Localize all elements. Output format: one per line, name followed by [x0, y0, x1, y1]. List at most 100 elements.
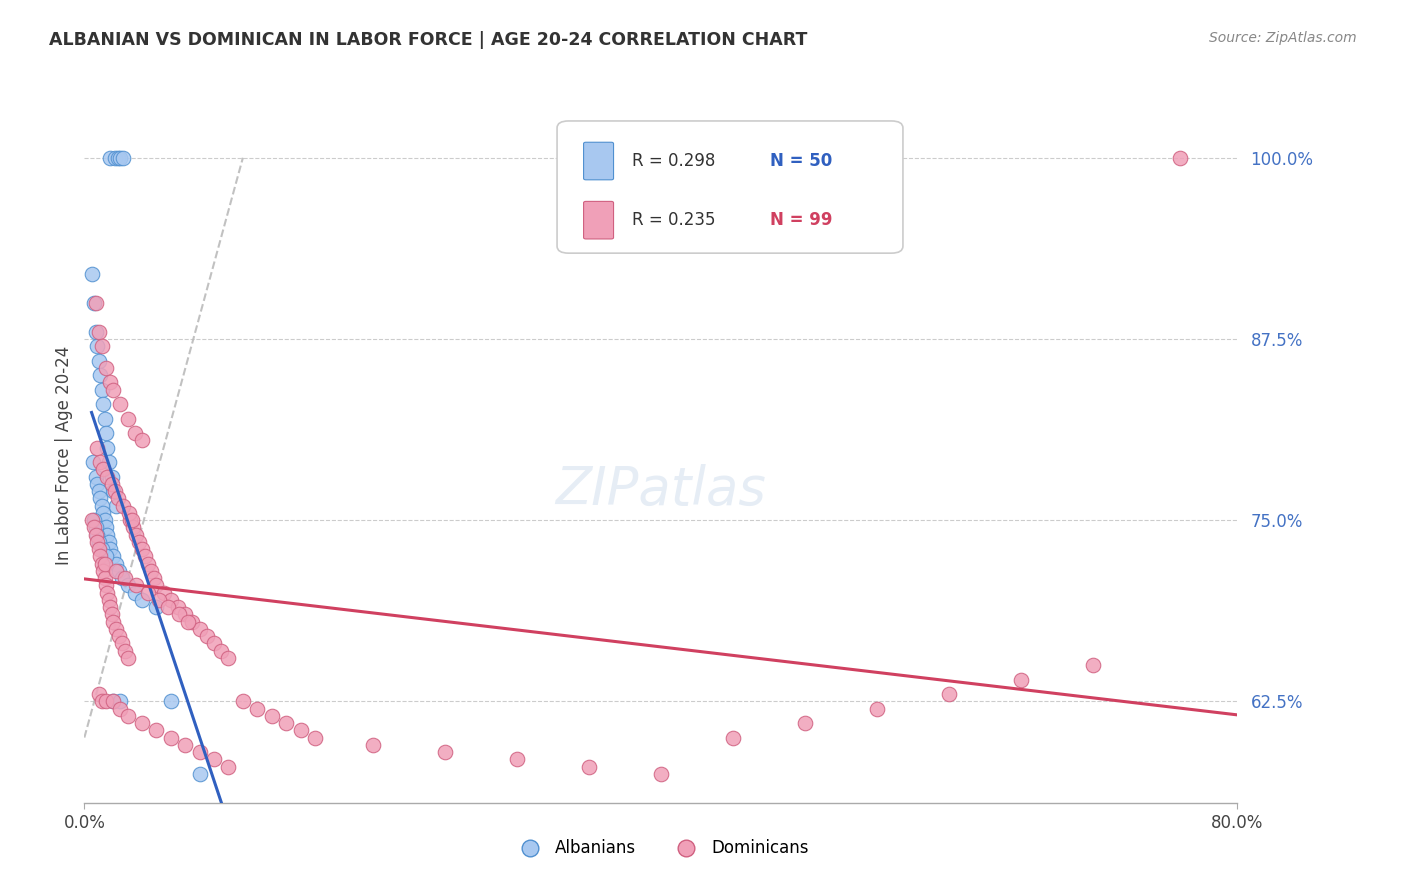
Point: [107, 491, 129, 506]
Point: [94, 694, 117, 708]
Point: [84, 520, 107, 534]
Point: [117, 411, 139, 425]
Point: [218, 759, 240, 773]
Point: [1168, 151, 1191, 165]
Point: [290, 723, 312, 738]
Point: [260, 708, 283, 723]
Point: [91, 397, 114, 411]
Point: [89, 549, 111, 564]
Point: [98, 151, 121, 165]
Point: [87, 353, 110, 368]
Point: [108, 564, 131, 578]
Point: [174, 738, 197, 752]
Point: [139, 564, 162, 578]
Point: [128, 535, 150, 549]
Point: [112, 499, 135, 513]
Point: [96, 585, 118, 599]
Point: [90, 339, 112, 353]
Point: [117, 708, 139, 723]
Point: [1083, 658, 1105, 673]
Text: R = 0.235: R = 0.235: [633, 211, 716, 229]
Point: [506, 752, 529, 766]
Point: [110, 694, 132, 708]
Point: [87, 535, 110, 549]
Point: [86, 339, 108, 353]
Point: [103, 383, 124, 397]
Point: [136, 557, 159, 571]
Text: R = 0.298: R = 0.298: [633, 152, 716, 170]
Point: [90, 383, 112, 397]
Point: [86, 441, 108, 455]
Point: [83, 295, 105, 310]
Text: Source: ZipAtlas.com: Source: ZipAtlas.com: [1209, 31, 1357, 45]
Point: [209, 643, 232, 657]
FancyBboxPatch shape: [583, 142, 613, 180]
Point: [84, 325, 107, 339]
Point: [433, 745, 456, 759]
Point: [111, 636, 134, 650]
Point: [87, 325, 110, 339]
Point: [794, 716, 817, 731]
Point: [202, 636, 225, 650]
Point: [361, 738, 384, 752]
Point: [174, 607, 197, 622]
Point: [1010, 673, 1032, 687]
Point: [124, 426, 146, 441]
Point: [650, 767, 672, 781]
Point: [866, 701, 889, 715]
Point: [120, 513, 142, 527]
Point: [160, 694, 183, 708]
Point: [94, 426, 117, 441]
Point: [94, 361, 117, 376]
Point: [136, 585, 159, 599]
Point: [118, 506, 141, 520]
Point: [145, 578, 167, 592]
Point: [103, 615, 124, 629]
Point: [177, 615, 200, 629]
Point: [89, 455, 111, 469]
Point: [142, 571, 165, 585]
Point: [938, 687, 960, 701]
Point: [93, 411, 115, 425]
Point: [160, 731, 183, 745]
Point: [103, 694, 124, 708]
Point: [195, 629, 218, 643]
Point: [125, 578, 148, 592]
Point: [108, 629, 131, 643]
Point: [94, 549, 117, 564]
Point: [160, 593, 183, 607]
Point: [87, 484, 110, 499]
Point: [188, 767, 211, 781]
Point: [96, 527, 118, 541]
Point: [188, 622, 211, 636]
Point: [98, 600, 121, 615]
Point: [84, 469, 107, 483]
Point: [131, 542, 153, 557]
Point: [90, 542, 112, 557]
Point: [97, 535, 120, 549]
Point: [80, 267, 103, 281]
Point: [105, 557, 128, 571]
Point: [124, 585, 146, 599]
Point: [103, 694, 124, 708]
Point: [98, 542, 121, 557]
Point: [91, 506, 114, 520]
Point: [87, 687, 110, 701]
Point: [114, 643, 136, 657]
Point: [91, 462, 114, 476]
Point: [100, 469, 122, 483]
Legend: Albanians, Dominicans: Albanians, Dominicans: [506, 833, 815, 864]
Point: [188, 745, 211, 759]
Point: [94, 520, 117, 534]
Point: [86, 476, 108, 491]
Point: [121, 513, 143, 527]
Point: [97, 593, 120, 607]
Point: [117, 578, 139, 592]
Point: [276, 716, 298, 731]
Point: [110, 151, 132, 165]
Y-axis label: In Labor Force | Age 20-24: In Labor Force | Age 20-24: [55, 345, 73, 565]
FancyBboxPatch shape: [583, 202, 613, 239]
Point: [105, 564, 128, 578]
Point: [104, 151, 127, 165]
Text: N = 50: N = 50: [770, 152, 832, 170]
